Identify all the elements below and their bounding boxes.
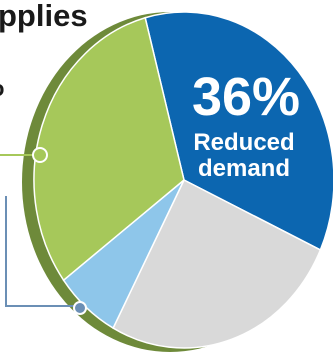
chart-heading: pplies <box>0 0 88 33</box>
pie-slices <box>33 11 333 349</box>
slice-label-line-1: Reduced <box>193 129 294 156</box>
slice-label-line-2: demand <box>198 155 290 182</box>
pie-slice-2 <box>112 178 322 349</box>
left-edge-glyph: o <box>0 76 4 101</box>
callout-dot-green <box>32 147 48 163</box>
callouts <box>0 147 87 315</box>
callout-dot-blue <box>73 301 87 315</box>
slice-value-reduced-demand: 36% <box>192 67 300 127</box>
callout-line-blue <box>5 196 80 307</box>
pie-slice-4 <box>33 16 185 282</box>
